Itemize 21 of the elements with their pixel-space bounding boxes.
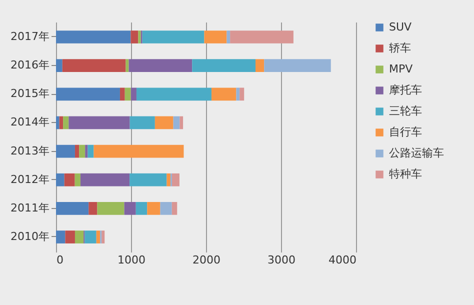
legend-label: SUV [389,20,412,34]
legend-label: MPV [389,62,414,76]
legend-label: 摩托车 [389,84,422,96]
y-tick-label: 2010年 [10,230,50,243]
y-tick-label: 2016年 [10,58,50,72]
legend-label: 特种车 [389,168,422,180]
y-tick-label: 2014年 [10,116,50,129]
y-tick-label: 2011年 [10,201,50,214]
legend-label: 轿车 [389,42,411,54]
y-tick-label: 2012年 [10,172,50,186]
y-tick-label: 2017年 [10,30,50,43]
legend-label: 自行车 [389,126,422,138]
x-tick-label: 4000 [328,254,356,266]
y-tick-label: 2015年 [10,87,50,100]
x-tick-label: 0 [56,254,64,266]
y-tick-label: 2013年 [10,144,50,158]
x-tick-label: 2000 [192,254,220,266]
legend-label: 公路运输车 [389,146,444,160]
x-tick-label: 1000 [118,254,146,266]
legend-label: 三轮车 [389,104,422,118]
x-tick-label: 3000 [268,254,296,266]
